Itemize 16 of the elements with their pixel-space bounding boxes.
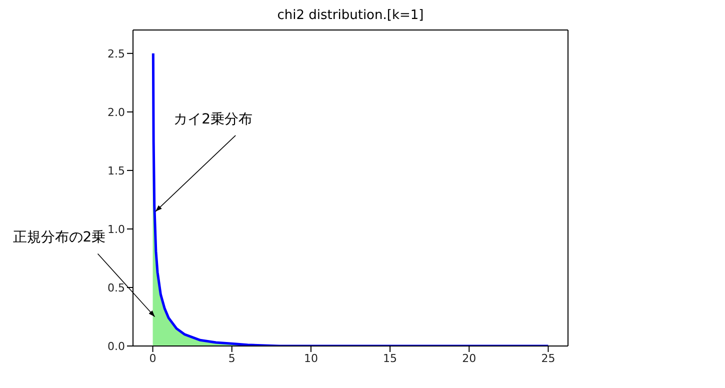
x-tick-label: 0	[149, 352, 156, 365]
y-tick-label: 1.5	[108, 164, 125, 178]
chart-title: chi2 distribution.[k=1]	[276, 8, 425, 23]
y-tick-label: 2.0	[108, 106, 125, 119]
x-tick-label: 10	[304, 352, 318, 365]
y-tick-label: 0.5	[108, 281, 125, 294]
annotation: カイ2乗分布	[174, 111, 252, 128]
y-tick-label: 1.0	[108, 222, 125, 236]
y-tick-label: 2.5	[108, 47, 125, 60]
x-tick-label: 5	[228, 352, 236, 365]
x-tick-label: 15	[383, 352, 398, 365]
x-tick-label: 20	[462, 352, 476, 365]
y-tick-label: 0.0	[108, 340, 125, 353]
annotation: 正規分布の2乗	[12, 230, 106, 246]
line-series	[152, 52, 550, 346]
x-tick-label: 25	[541, 352, 556, 365]
